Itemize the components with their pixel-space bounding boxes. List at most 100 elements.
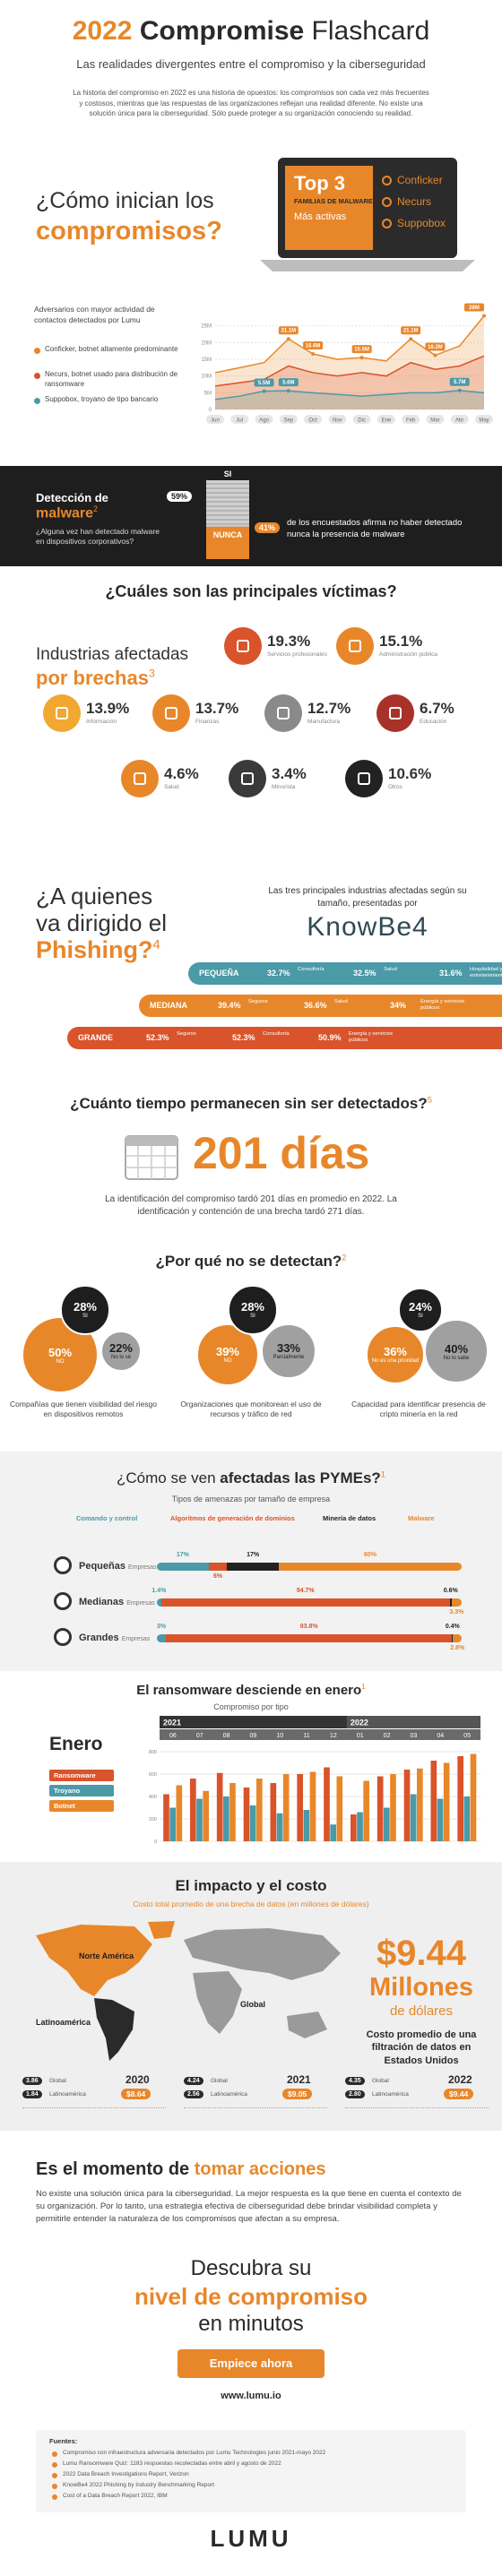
stat-label: SI: [250, 1314, 255, 1320]
cost-pill: 2.56: [184, 2090, 203, 2098]
value-label-bg: [278, 326, 299, 335]
y-tick-label: 25M: [201, 324, 212, 330]
porque-caption: Compañías que tienen visibilidad del rie…: [10, 1400, 157, 1419]
industry-icon: [345, 760, 383, 797]
year-bar-accent: [346, 1716, 480, 1728]
industry-icon: [121, 760, 159, 797]
point: [262, 389, 266, 393]
stat-label: SI: [82, 1314, 88, 1320]
segment-label: 1.4%: [151, 1588, 167, 1594]
x-tick-label: 06: [169, 1733, 177, 1739]
acciones-title: Es el momento de tomar acciones: [36, 2159, 325, 2180]
big-value: $9.44: [376, 1934, 467, 1973]
si-value: 59%: [167, 491, 193, 502]
industry-name: Salud: [384, 967, 397, 972]
source: KnowBe4 2022 Phishing by Industry Benchm…: [63, 2482, 215, 2488]
bar: [169, 1807, 176, 1841]
question: ¿Cómo inician los: [36, 188, 214, 213]
industry-label: Otros: [388, 784, 402, 790]
stat-label: SI: [418, 1314, 423, 1320]
oceania: [287, 2012, 327, 2038]
industry-value: 3.4%: [272, 765, 307, 782]
point: [359, 356, 364, 360]
size-label: MEDIANA: [150, 1001, 187, 1010]
size-name: Pequeñas Empresas: [79, 1561, 157, 1572]
year-rule: [22, 2107, 166, 2108]
bar: [357, 1812, 363, 1841]
source-dot: [52, 2462, 57, 2468]
size-name-b: Empresas: [126, 1600, 155, 1607]
point: [311, 352, 316, 357]
greenland: [148, 1921, 175, 1939]
question-accent: compromisos?: [36, 217, 222, 246]
cta-line: Descubra su: [190, 2256, 312, 2280]
x-tick-label: Nov: [333, 418, 342, 424]
industry-name: Salud: [334, 999, 348, 1004]
bar: [190, 1779, 196, 1841]
ransom-title-text: El ransomware desciende en enero: [136, 1683, 362, 1698]
note-dot: [34, 373, 40, 379]
cost-pill: 4.24: [184, 2077, 203, 2085]
cost-pill: 1.84: [22, 2090, 42, 2098]
bar: [437, 1798, 444, 1841]
cost-label: Global: [372, 2078, 389, 2084]
month-pill: [279, 415, 298, 424]
us-pill: $8.64: [121, 2089, 151, 2099]
porque-title-text: ¿Por qué no se detectan?: [155, 1253, 342, 1270]
stat-circle: 24% SI: [398, 1288, 443, 1332]
url[interactable]: www.lumu.io: [221, 2391, 281, 2401]
x-tick-label: 08: [223, 1733, 230, 1739]
point: [286, 337, 290, 341]
bar: [297, 1774, 304, 1841]
industry-icon: [229, 760, 266, 797]
industry-rate: 39.4%: [218, 1001, 241, 1010]
source-dot: [52, 2494, 57, 2500]
stat-label: NO: [223, 1358, 232, 1365]
month-pill: [376, 415, 395, 424]
value-label-bg: [303, 341, 324, 350]
stat-value: 36%: [383, 1345, 407, 1359]
segment-label: 94.7%: [296, 1588, 315, 1594]
month-pill: [230, 415, 249, 424]
africa: [193, 1971, 242, 2034]
legend-name: Botnet: [54, 1802, 75, 1810]
region-label: Latinoamérica: [36, 2018, 91, 2027]
legend-entry: Minería de datos: [323, 1514, 376, 1522]
industry-rate: 32.5%: [353, 969, 376, 978]
cost-pill: 4.35: [345, 2077, 365, 2085]
industry-rate: 50.9%: [318, 1033, 342, 1042]
impact-band: [0, 1862, 502, 2131]
value-label: 21.1M: [403, 329, 419, 334]
big-text: Costo promedio de una filtración de dato…: [366, 2029, 477, 2066]
bar: [229, 1783, 236, 1841]
nunca-segment: [206, 526, 249, 559]
sources-title: Fuentes:: [49, 2437, 78, 2445]
legend-name: Troyano: [54, 1787, 81, 1795]
family-bullet: [382, 219, 392, 228]
stack-segment: [157, 1634, 167, 1642]
stat-circle: 33% Parcialmente: [260, 1322, 317, 1380]
si-label: SI: [224, 470, 232, 478]
stack-segment: [227, 1563, 279, 1571]
source-dot: [52, 2473, 57, 2478]
point: [409, 337, 413, 341]
days: 201 días: [193, 1128, 370, 1178]
x-tick-label: Mar: [430, 418, 439, 424]
note-ref: 4: [152, 938, 160, 952]
y-tick-label: 200: [149, 1817, 157, 1822]
point: [433, 353, 437, 358]
industry-label: Servicios profesionales: [267, 651, 327, 658]
size-icon: [54, 1556, 72, 1574]
value-label: 5.7M: [454, 380, 465, 385]
top-sub2: Más activas: [294, 211, 347, 222]
area-chart: 0 5M 10M 15M 20M 25M Jun Jul Ago Sep Oct Nov Dic Ene F…: [201, 303, 493, 424]
region-label: Norte América: [79, 1951, 134, 1960]
cta-button[interactable]: Empiece ahora: [177, 2349, 325, 2378]
industry-name: Energía y servicios públicos: [420, 999, 464, 1011]
stack-bar: [157, 1634, 462, 1642]
ransom-chart: 2021 2022 06 07 08 09 10 11 12 01 02 03 04 05 0 200 400 6…: [149, 1716, 480, 1845]
title: 2022 Compromise Flashcard: [0, 16, 502, 47]
stat-label: No lo sé: [110, 1355, 131, 1361]
bar: [457, 1756, 464, 1841]
